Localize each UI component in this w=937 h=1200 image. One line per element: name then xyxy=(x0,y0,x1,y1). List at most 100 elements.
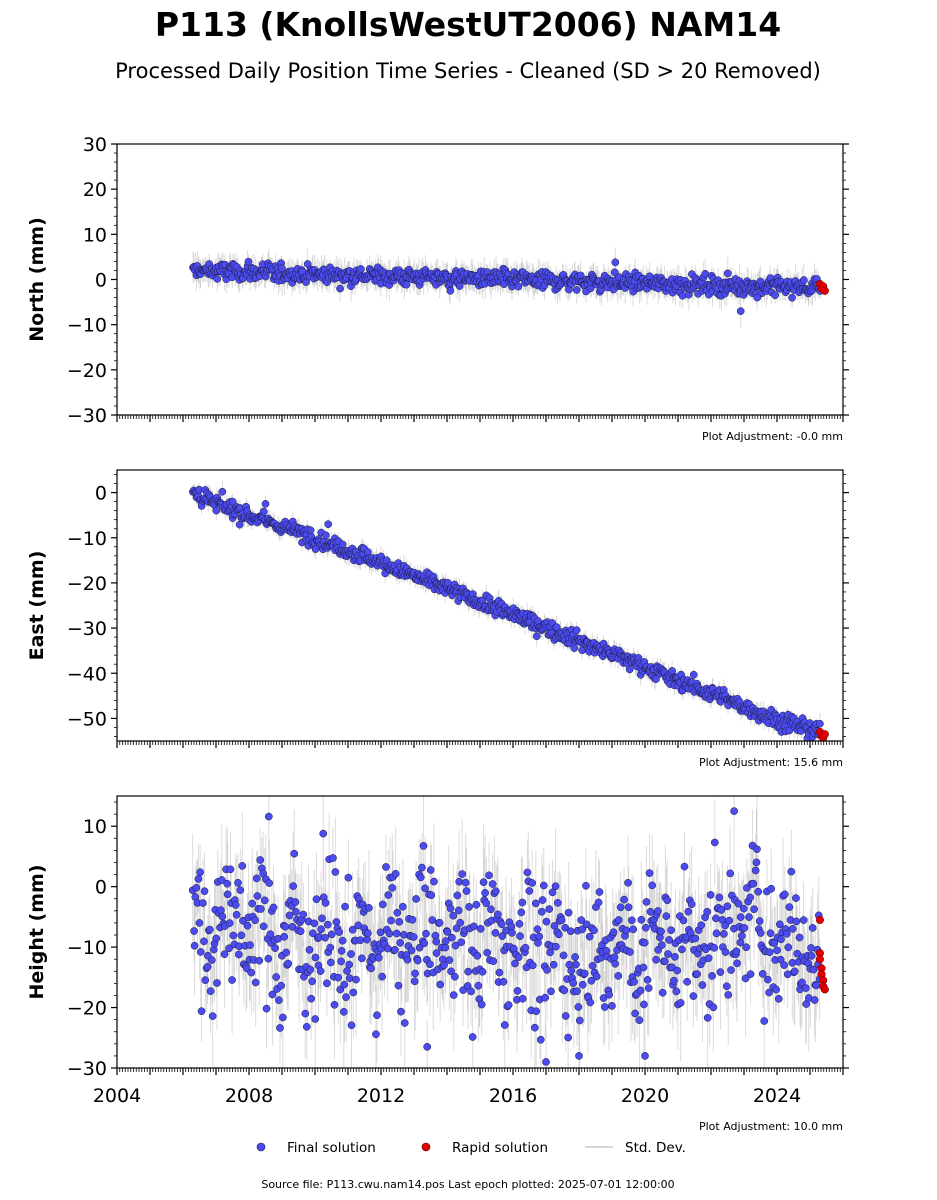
point-final xyxy=(472,900,481,909)
point-final xyxy=(458,870,467,878)
point-final xyxy=(244,257,253,266)
point-final xyxy=(308,977,317,986)
point-final xyxy=(339,1007,348,1016)
point-rapid xyxy=(820,985,829,994)
point-final xyxy=(347,1021,356,1030)
point-final xyxy=(660,957,669,966)
point-final xyxy=(217,876,226,884)
point-final xyxy=(289,882,298,890)
point-final xyxy=(282,948,290,957)
point-final xyxy=(447,933,456,942)
point-final xyxy=(308,929,317,938)
point-final xyxy=(708,972,716,980)
point-final xyxy=(641,923,650,932)
point-final xyxy=(749,879,758,888)
y-axis-label: North (mm) xyxy=(26,217,48,342)
point-final xyxy=(687,900,696,909)
point-final xyxy=(780,961,788,969)
y-tick-label: −30 xyxy=(67,405,107,427)
series-rapid xyxy=(815,727,829,741)
point-final xyxy=(614,916,623,924)
point-final xyxy=(745,913,753,921)
point-final xyxy=(693,970,701,978)
point-final xyxy=(455,877,464,886)
point-final xyxy=(689,670,698,679)
point-final xyxy=(504,1001,513,1009)
point-final xyxy=(678,945,686,954)
point-final xyxy=(532,1007,541,1016)
point-final xyxy=(196,868,205,877)
point-final xyxy=(206,987,215,996)
point-final xyxy=(670,976,678,985)
point-final xyxy=(571,953,579,961)
point-final xyxy=(372,1030,380,1039)
point-final xyxy=(560,986,569,995)
point-final xyxy=(332,918,341,926)
point-final xyxy=(812,981,821,990)
series-final xyxy=(189,257,825,315)
point-final xyxy=(329,854,337,862)
point-final xyxy=(733,959,741,968)
point-final xyxy=(671,952,679,961)
point-final xyxy=(631,1009,639,1018)
point-final xyxy=(261,500,270,508)
point-final xyxy=(259,922,268,931)
point-final xyxy=(264,812,273,821)
point-final xyxy=(537,907,546,916)
point-final xyxy=(561,1012,570,1020)
point-final xyxy=(787,867,796,876)
point-final xyxy=(478,967,487,976)
point-final xyxy=(691,934,700,943)
panel-1: −30 −20 −10 0 10 20 30 North (mm) Plot Adjustmen… xyxy=(26,134,849,443)
point-final xyxy=(200,937,208,946)
point-final xyxy=(322,531,330,540)
point-final xyxy=(252,874,261,883)
point-final xyxy=(620,895,628,904)
point-final xyxy=(395,917,404,926)
point-final xyxy=(684,907,693,916)
point-final xyxy=(416,873,425,882)
point-final xyxy=(752,858,761,867)
point-final xyxy=(190,927,198,935)
point-final xyxy=(345,960,354,969)
point-final xyxy=(218,912,227,921)
y-tick-label: −10 xyxy=(67,937,107,959)
point-final xyxy=(784,943,793,952)
point-final xyxy=(645,869,654,877)
point-final xyxy=(678,291,687,300)
y-tick-label: 0 xyxy=(95,270,107,292)
point-final xyxy=(795,933,804,942)
point-final xyxy=(299,910,308,919)
point-final xyxy=(723,269,732,278)
point-final xyxy=(521,943,530,952)
point-final xyxy=(566,927,575,936)
point-final xyxy=(487,905,495,914)
point-final xyxy=(440,961,448,970)
point-final xyxy=(415,943,424,952)
point-final xyxy=(772,985,780,994)
point-final xyxy=(352,975,360,984)
point-final xyxy=(205,925,214,934)
point-final xyxy=(305,945,314,954)
point-final xyxy=(548,888,557,897)
y-tick-label: 10 xyxy=(83,224,107,246)
point-final xyxy=(238,862,247,870)
point-final xyxy=(226,865,235,874)
point-final xyxy=(610,953,619,962)
point-final xyxy=(515,920,524,928)
point-final xyxy=(412,895,420,903)
series-final xyxy=(189,485,824,741)
point-final xyxy=(605,990,613,999)
point-final xyxy=(336,284,344,293)
point-final xyxy=(736,938,745,947)
point-final xyxy=(792,917,801,926)
point-final xyxy=(203,963,212,971)
point-final xyxy=(809,965,818,974)
point-final xyxy=(577,916,586,924)
point-final xyxy=(810,996,819,1004)
point-final xyxy=(594,898,603,907)
point-rapid xyxy=(820,286,829,295)
point-final xyxy=(363,935,371,944)
point-final xyxy=(423,1042,432,1051)
point-final xyxy=(338,540,347,549)
